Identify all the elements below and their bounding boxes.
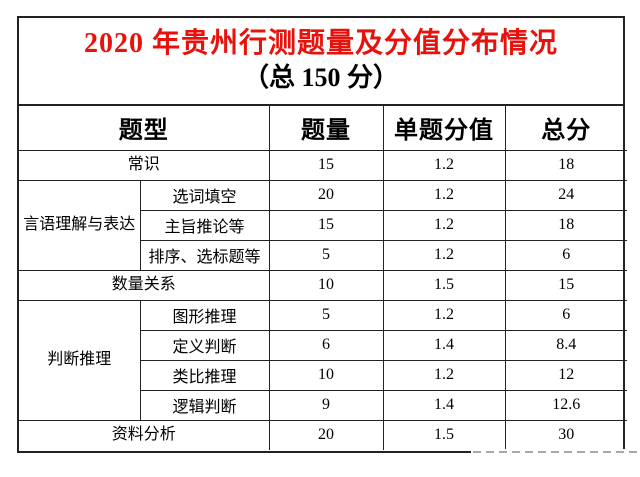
table-row-tuxingtuili: 判断推理 图形推理 5 1.2 6 [19,299,627,421]
quantity-cell: 10 [268,269,384,301]
quantity-cell: 15 [268,209,384,241]
unit-score-cell: 1.2 [382,239,506,271]
group-label-panduan: 判断推理 [19,299,141,421]
quantity-cell: 6 [268,329,384,361]
table-row-changshi: 常识 15 1.2 18 [19,149,627,181]
unit-score-cell: 1.5 [382,419,506,450]
table-row-paixu: 排序、选标题等 5 1.2 6 [19,239,627,271]
table-row-shuliangguanxi: 数量关系 10 1.5 15 [19,269,627,301]
unit-score-cell: 1.2 [382,209,506,241]
unit-score-cell: 1.4 [382,329,506,361]
header-row: 题型 题量 单题分值 总分 [19,106,627,151]
table-subtitle-total-score: （总 150 分） [242,63,399,93]
total-score-cell: 6 [504,239,627,271]
quantity-cell: 5 [268,239,384,271]
quantity-cell: 9 [268,389,384,421]
score-distribution-table: 2020 年贵州行测题量及分值分布情况 （总 150 分） 题型 题量 单题分值… [17,16,627,453]
unit-score-cell: 1.2 [382,179,506,211]
table-title-block: 2020 年贵州行测题量及分值分布情况 （总 150 分） [19,18,623,106]
col-header-question-type: 题型 [19,106,270,151]
watermark-dashed-line [473,451,640,453]
row-label: 常识 [19,149,270,181]
quantity-cell: 10 [268,359,384,391]
total-score-cell: 24 [504,179,627,211]
total-score-cell: 18 [504,149,627,181]
quantity-cell: 20 [268,179,384,211]
score-table: 题型 题量 单题分值 总分 常识 15 1.2 18 言语理解与表达 选词填空 … [19,106,627,450]
table-row-ziliaofenxi: 资料分析 20 1.5 30 [19,419,627,450]
unit-score-cell: 1.2 [382,149,506,181]
total-score-cell: 8.4 [504,329,627,361]
total-score-cell: 6 [504,299,627,331]
group-label-yanyu: 言语理解与表达 [19,179,141,271]
quantity-cell: 5 [268,299,384,331]
unit-score-cell: 1.5 [382,269,506,301]
total-score-cell: 12.6 [504,389,627,421]
row-label: 类比推理 [140,359,270,391]
row-label: 数量关系 [19,269,270,301]
quantity-cell: 15 [268,149,384,181]
table-row-xuancitiankong: 言语理解与表达 选词填空 20 1.2 24 [19,179,627,271]
total-score-cell: 12 [504,359,627,391]
row-label: 定义判断 [140,329,270,361]
table-title: 2020 年贵州行测题量及分值分布情况 [83,28,558,60]
unit-score-cell: 1.4 [382,389,506,421]
quantity-cell: 20 [268,419,384,450]
unit-score-cell: 1.2 [382,359,506,391]
row-label: 主旨推论等 [140,209,270,241]
row-label: 选词填空 [139,179,270,211]
row-label: 逻辑判断 [140,389,270,421]
total-score-cell: 30 [504,419,627,450]
row-label: 排序、选标题等 [140,239,270,271]
total-score-cell: 15 [504,269,627,301]
row-label: 资料分析 [19,419,270,450]
unit-score-cell: 1.2 [382,299,506,331]
col-header-question-count: 题量 [268,106,384,151]
col-header-unit-score: 单题分值 [382,106,506,151]
row-label: 图形推理 [139,299,270,331]
col-header-total-score: 总分 [504,106,627,151]
table-row-luojipanduan: 逻辑判断 9 1.4 12.6 [19,389,627,421]
total-score-cell: 18 [504,209,627,241]
